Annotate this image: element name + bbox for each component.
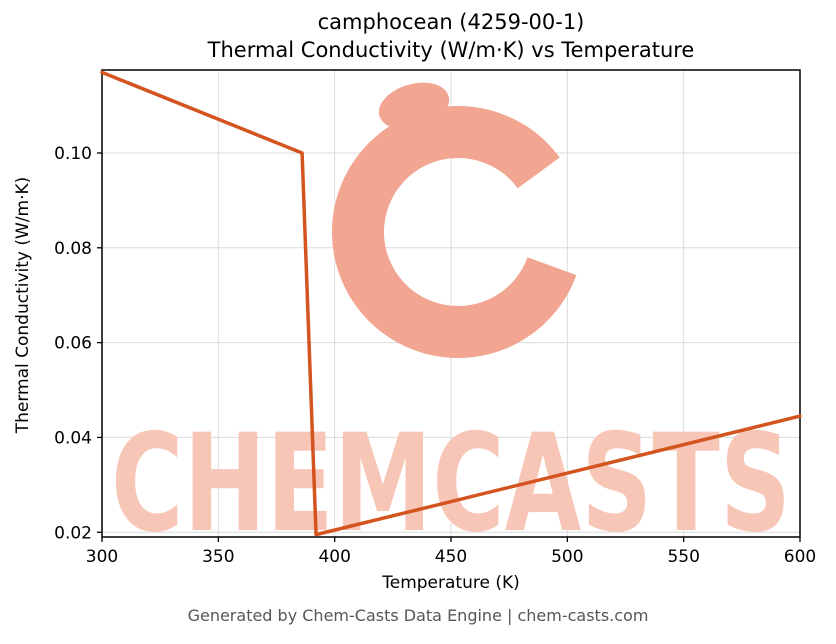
chart-title: camphocean (4259-00-1) Thermal Conductiv…: [102, 8, 800, 64]
y-axis-label: Thermal Conductivity (W/m·K): [13, 176, 33, 434]
c-swirl-logo-icon: [332, 106, 584, 358]
y-tick-label: 0.04: [54, 428, 92, 448]
y-tick-label: 0.06: [54, 334, 92, 354]
footer-attribution: Generated by Chem-Casts Data Engine | ch…: [187, 606, 649, 625]
chemcasts-watermark: CHEMCASTS: [111, 82, 791, 562]
x-tick-label: 300: [86, 547, 118, 567]
x-tick-label: 550: [667, 547, 699, 567]
x-tick-label: 400: [318, 547, 350, 567]
series-line-thermal_conductivity: [100, 70, 802, 537]
x-tick-label: 500: [551, 547, 583, 567]
y-tick-label: 0.10: [54, 144, 92, 164]
y-tick-label: 0.08: [54, 239, 92, 259]
logo-brush-blob: [378, 82, 450, 130]
x-tick-label: 350: [202, 547, 234, 567]
x-axis-label: Temperature (K): [382, 573, 520, 593]
x-tick-label: 450: [435, 547, 467, 567]
chart-title-line2: Thermal Conductivity (W/m·K) vs Temperat…: [207, 38, 695, 62]
watermark-text: CHEMCASTS: [111, 405, 791, 562]
chart-title-line1: camphocean (4259-00-1): [317, 10, 585, 34]
x-tick-label: 600: [784, 547, 816, 567]
y-tick-label: 0.02: [54, 523, 92, 543]
